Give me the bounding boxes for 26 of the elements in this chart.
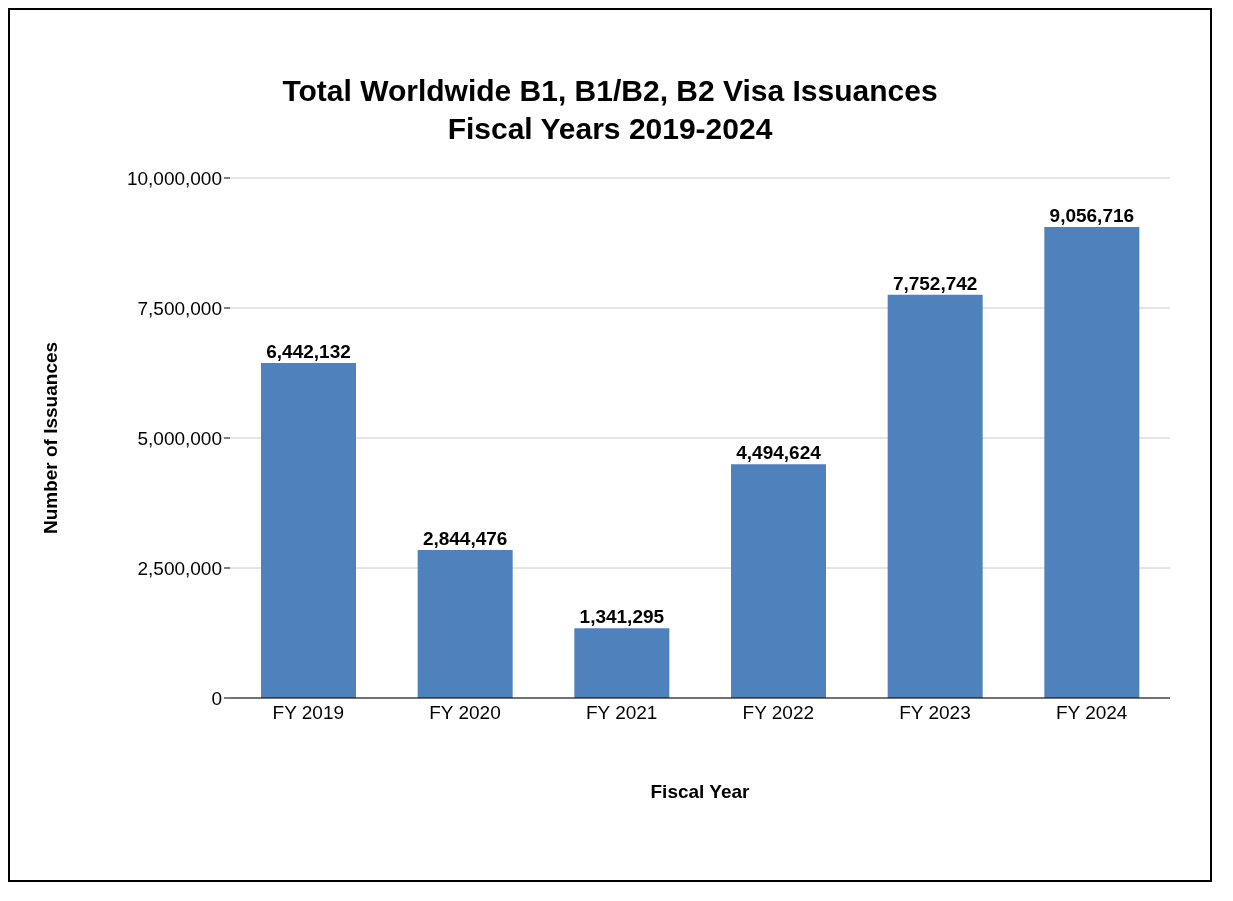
x-tick-label: FY 2023 — [899, 702, 971, 724]
x-tick-label: FY 2019 — [272, 702, 345, 724]
x-tick-label: FY 2021 — [585, 702, 658, 724]
bar — [261, 363, 356, 698]
data-label: 6,442,132 — [266, 341, 351, 363]
x-tick-label: FY 2024 — [1055, 702, 1128, 724]
data-label: 9,056,716 — [1049, 205, 1135, 227]
y-axis-title: Number of Issuances — [39, 341, 61, 535]
chart-title: Total Worldwide B1, B1/B2, B2 Visa Issuances Fiscal Years 2019-2024 — [281, 73, 939, 147]
y-tick-label: 0 — [211, 687, 222, 709]
bar — [1044, 227, 1140, 698]
x-tick-label: FY 2020 — [429, 702, 501, 724]
x-axis-title: Fiscal Year — [650, 781, 751, 802]
bar — [417, 550, 513, 698]
bar — [887, 294, 983, 698]
y-tick-label: 7,500,000 — [137, 297, 222, 319]
y-tick-label: 2,500,000 — [137, 557, 222, 579]
data-label: 2,844,476 — [422, 528, 508, 550]
y-tick-label: 5,000,000 — [137, 427, 222, 449]
x-tick-label: FY 2022 — [742, 702, 815, 724]
data-label: 4,494,624 — [736, 442, 822, 464]
data-label: 7,752,742 — [892, 272, 978, 294]
data-label: 1,341,295 — [579, 606, 665, 628]
bar — [574, 628, 670, 698]
bar — [731, 464, 826, 698]
y-tick-label: 10,000,000 — [126, 167, 222, 189]
